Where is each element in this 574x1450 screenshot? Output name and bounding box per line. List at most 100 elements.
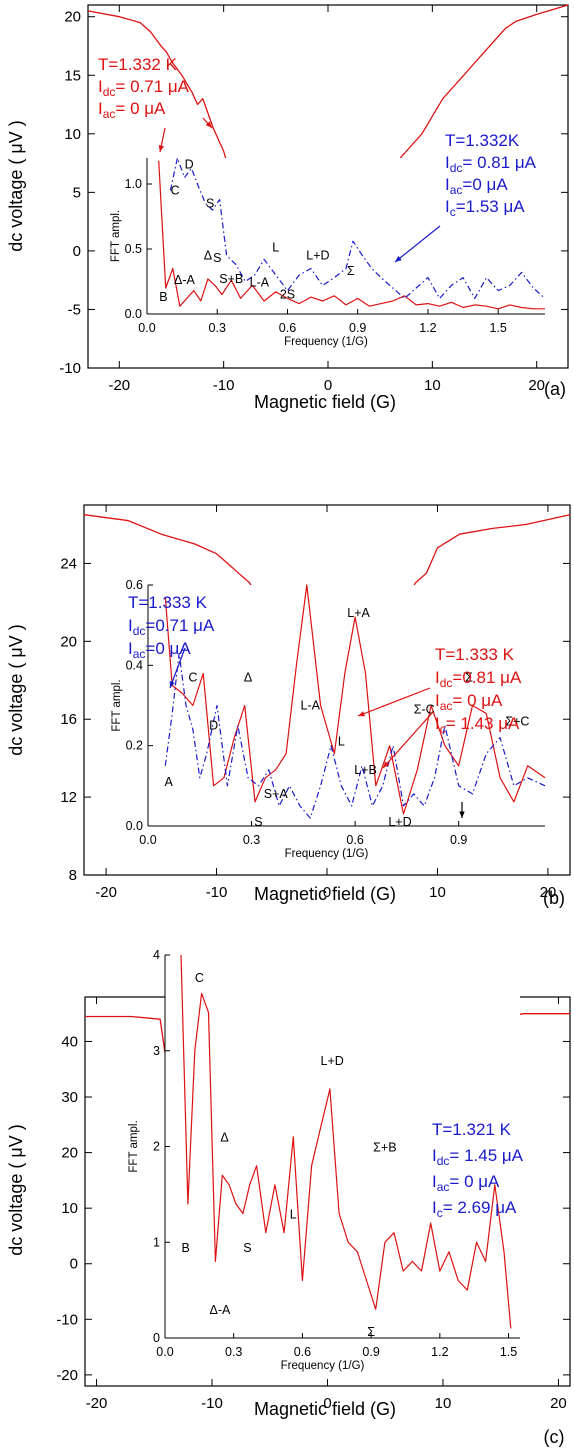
panel-b: -20 -10 0 10 20 8 12 16 20 24 Magnetic field (G) dc… <box>6 504 571 908</box>
y-tick-label: 8 <box>69 867 77 884</box>
annotation-line: Iac=0 μA <box>445 175 508 197</box>
y-tick-label: -5 <box>68 301 81 318</box>
peak-label: Σ <box>465 670 473 684</box>
peak-label: Δ <box>204 248 212 262</box>
annotation-line: Idc= 0.71 μA <box>98 77 190 99</box>
peak-label: L <box>272 241 279 255</box>
inset-y-tick-label: 2 <box>153 1140 160 1154</box>
inset-x-tick-label: 1.5 <box>489 321 506 335</box>
peak-label: S+B <box>219 272 243 286</box>
y-tick-label: 12 <box>60 789 77 806</box>
inset-x-tick-label: 0.9 <box>362 1345 379 1359</box>
inset-x-tick-label: 0.9 <box>349 321 366 335</box>
inset-y-tick-label: 0.5 <box>125 242 142 256</box>
y-tick-label: 10 <box>61 1200 78 1217</box>
arrowhead <box>158 145 164 152</box>
arrowhead <box>383 761 390 768</box>
peak-label: S <box>213 251 221 265</box>
inset-x-tick-label: 0.9 <box>450 833 467 847</box>
inset-series-line <box>164 584 546 815</box>
y-tick-label: -10 <box>56 1311 78 1328</box>
annotation-arrow <box>357 687 431 717</box>
annotation-line: Ic= 1.43 μA <box>435 714 520 736</box>
peak-label: L+A <box>347 606 370 620</box>
inset-series-line <box>164 652 546 819</box>
inset-y-tick-label: 1.0 <box>125 177 142 191</box>
x-tick-label: -10 <box>213 377 235 394</box>
peak-label: Δ-A <box>210 1303 232 1317</box>
peak-label: L-A <box>250 276 270 290</box>
annotation-line: T=1.333 K <box>128 593 208 612</box>
x-tick-label: -10 <box>206 884 228 901</box>
y-tick-label: -10 <box>59 360 81 377</box>
annotation-line: Idc= 1.45 μA <box>432 1146 524 1168</box>
annotation-arrow <box>169 647 186 689</box>
y-tick-label: 16 <box>60 711 77 728</box>
peak-label: 2S <box>280 287 295 301</box>
y-tick-label: 15 <box>64 67 81 84</box>
arrowhead <box>169 681 175 688</box>
inset-x-tick-label: 1.2 <box>431 1345 448 1359</box>
inset-y-tick-label: 0 <box>153 1331 160 1345</box>
inset-series-line <box>158 160 545 310</box>
peak-label: Δ-A <box>174 273 196 287</box>
peak-label: S+A <box>264 787 289 801</box>
inset-x-tick-label: 0.0 <box>156 1345 173 1359</box>
annotation-line: Iac= 0 μA <box>98 99 166 121</box>
arrowhead <box>205 121 212 128</box>
inset-y-axis-label: FFT ampl. <box>128 1120 140 1172</box>
annotation-line: T=1.332 K <box>98 55 178 74</box>
annotation-line: Iac= 0 μA <box>432 1172 500 1194</box>
x-tick-label: 10 <box>429 884 446 901</box>
y-tick-label: 20 <box>61 1145 78 1162</box>
x-axis-label: Magnetic field (G) <box>254 884 396 904</box>
panel-tag: (c) <box>544 1427 565 1447</box>
x-tick-label: -20 <box>108 377 130 394</box>
x-tick-label: -10 <box>201 1395 223 1412</box>
y-tick-label: 5 <box>73 184 81 201</box>
annotation-line: Idc= 0.81 μA <box>445 153 537 175</box>
peak-label: L-A <box>301 699 321 713</box>
peak-label: A <box>165 775 174 789</box>
panel-tag: (b) <box>543 888 565 908</box>
annotation-arrow <box>394 225 441 263</box>
inset-y-tick-label: 1 <box>153 1235 160 1249</box>
inset-x-tick-label: 0.6 <box>279 321 296 335</box>
x-axis-label: Magnetic field (G) <box>254 1399 396 1419</box>
inset-background <box>147 158 545 314</box>
y-axis-label: dc voltage ( μV ) <box>6 120 26 251</box>
x-axis-label: Magnetic field (G) <box>254 392 396 412</box>
peak-label: L+D <box>306 248 329 262</box>
inset-x-axis-label: Frequency (1/G) <box>285 848 369 860</box>
annotation-line: Idc=0.71 μA <box>128 616 215 638</box>
peak-label: L+D <box>321 1054 344 1068</box>
x-tick-label: -20 <box>95 884 117 901</box>
annotation-line: T=1.333 K <box>435 645 515 664</box>
x-tick-label: 0 <box>323 1395 331 1412</box>
annotation-line: Ic= 2.69 μA <box>432 1198 517 1220</box>
x-tick-label: -20 <box>86 1395 108 1412</box>
inset-chart: 0.0 0.3 0.6 0.9 1.2 1.5 0 1 2 3 4 Frequency (1/G) FF… <box>128 948 520 1372</box>
inset-chart: 0.0 0.3 0.6 0.9 1.2 1.5 0.0 0.5 1.0 Frequency (1/… <box>110 157 546 348</box>
peak-label: B <box>159 290 167 304</box>
inset-series-line <box>169 157 546 299</box>
inset-x-tick-label: 0.3 <box>225 1345 242 1359</box>
peak-label: Σ <box>367 1325 375 1339</box>
inset-x-tick-label: 1.2 <box>419 321 436 335</box>
peak-label: L <box>290 1207 297 1221</box>
peak-label: Δ <box>244 670 252 684</box>
annotation-line: T=1.321 K <box>432 1120 512 1139</box>
x-tick-label: 10 <box>435 1395 452 1412</box>
y-tick-label: 20 <box>60 633 77 650</box>
inset-y-tick-label: 0.0 <box>125 307 142 321</box>
y-tick-label: 30 <box>61 1089 78 1106</box>
panel-tag: (a) <box>544 379 566 399</box>
inset-x-tick-label: 0.6 <box>294 1345 311 1359</box>
peak-label: C <box>195 971 204 985</box>
y-tick-label: 40 <box>61 1033 78 1050</box>
annotation-line: T=1.332K <box>445 131 520 150</box>
x-tick-label: 20 <box>540 884 557 901</box>
